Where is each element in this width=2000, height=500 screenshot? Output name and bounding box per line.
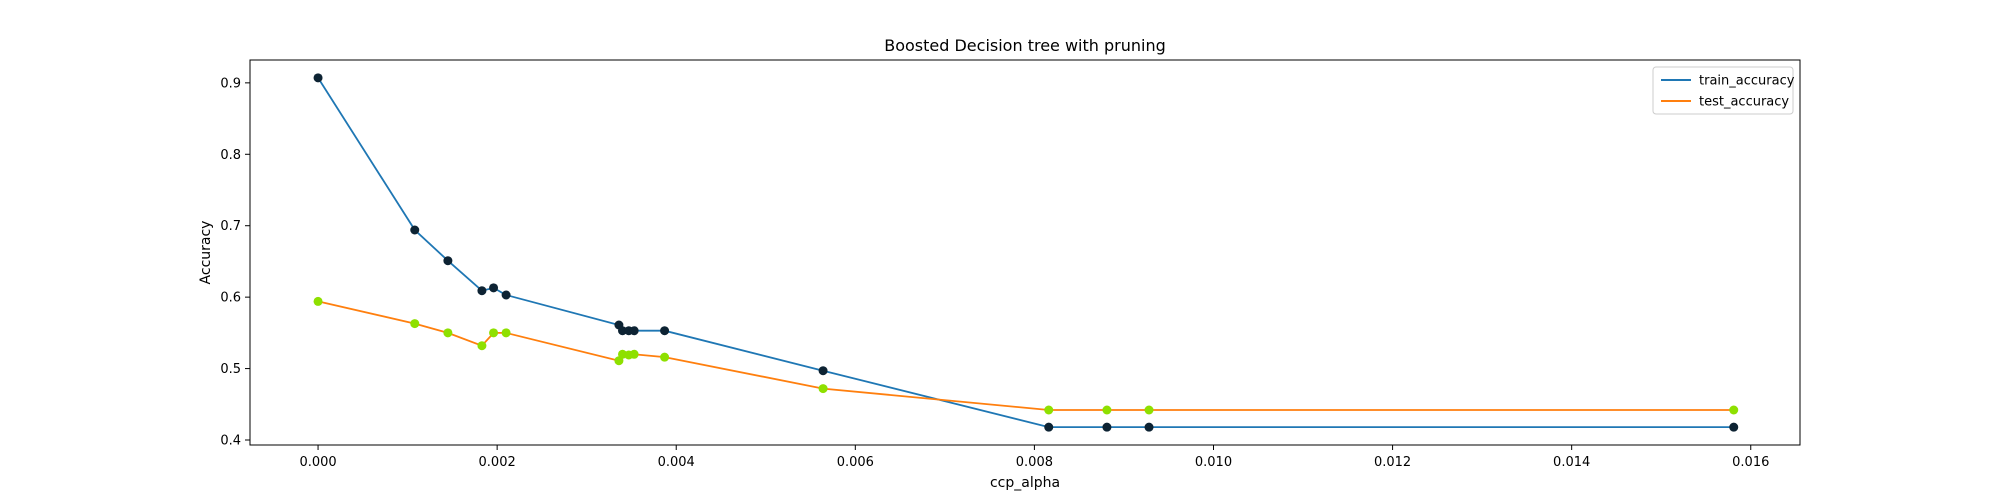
data-point-train_accuracy xyxy=(313,73,323,83)
data-point-train_accuracy xyxy=(489,283,499,293)
x-tick-label: 0.012 xyxy=(1374,455,1411,470)
data-point-test_accuracy xyxy=(629,349,639,359)
y-axis-label: Accuracy xyxy=(198,221,214,285)
data-point-train_accuracy xyxy=(818,366,828,376)
x-tick-label: 0.016 xyxy=(1732,455,1769,470)
x-tick-label: 0.002 xyxy=(479,455,516,470)
data-point-train_accuracy xyxy=(443,256,453,266)
data-point-train_accuracy xyxy=(477,286,487,296)
legend: train_accuracy test_accuracy xyxy=(1652,66,1795,115)
data-point-train_accuracy xyxy=(501,290,511,300)
y-tick-label: 0.4 xyxy=(220,434,241,449)
data-point-test_accuracy xyxy=(410,319,420,329)
x-tick-label: 0.010 xyxy=(1195,455,1232,470)
data-point-test_accuracy xyxy=(313,296,323,306)
x-tick-label: 0.004 xyxy=(658,455,695,470)
y-axis-ticks: 0.4 0.5 0.6 0.7 0.8 0.9 xyxy=(220,76,250,449)
plot-area xyxy=(249,59,1801,446)
series-points xyxy=(313,73,1739,432)
x-axis-ticks: 0.000 0.002 0.004 0.006 0.008 0.010 0.012 0.014… xyxy=(299,445,1769,470)
data-point-test_accuracy xyxy=(818,384,828,394)
y-tick-label: 0.5 xyxy=(220,362,241,377)
y-tick-label: 0.6 xyxy=(220,291,241,306)
legend-label-train_accuracy: train_accuracy xyxy=(1699,74,1795,89)
data-point-test_accuracy xyxy=(477,341,487,351)
data-point-train_accuracy xyxy=(1144,422,1154,432)
data-point-test_accuracy xyxy=(1044,405,1054,415)
x-tick-label: 0.014 xyxy=(1553,455,1590,470)
data-point-train_accuracy xyxy=(1102,422,1112,432)
y-tick-label: 0.7 xyxy=(220,219,241,234)
data-point-test_accuracy xyxy=(443,328,453,338)
data-point-train_accuracy xyxy=(629,326,639,336)
y-tick-label: 0.9 xyxy=(220,76,241,91)
data-point-test_accuracy xyxy=(501,328,511,338)
data-point-train_accuracy xyxy=(410,225,420,235)
x-tick-label: 0.006 xyxy=(837,455,874,470)
data-point-test_accuracy xyxy=(1102,405,1112,415)
chart-title: Boosted Decision tree with pruning xyxy=(884,36,1166,55)
x-tick-label: 0.000 xyxy=(299,455,336,470)
data-point-train_accuracy xyxy=(1044,422,1054,432)
data-point-test_accuracy xyxy=(1144,405,1154,415)
data-point-test_accuracy xyxy=(489,328,499,338)
data-point-train_accuracy xyxy=(1729,422,1739,432)
legend-label-test_accuracy: test_accuracy xyxy=(1699,95,1789,110)
data-point-test_accuracy xyxy=(660,352,670,362)
data-point-train_accuracy xyxy=(660,326,670,336)
data-point-train_accuracy xyxy=(618,326,628,336)
y-tick-label: 0.8 xyxy=(220,148,241,163)
x-axis-label: ccp_alpha xyxy=(990,475,1060,491)
legend-box xyxy=(1652,66,1794,115)
x-tick-label: 0.008 xyxy=(1016,455,1053,470)
data-point-test_accuracy xyxy=(1729,405,1739,415)
